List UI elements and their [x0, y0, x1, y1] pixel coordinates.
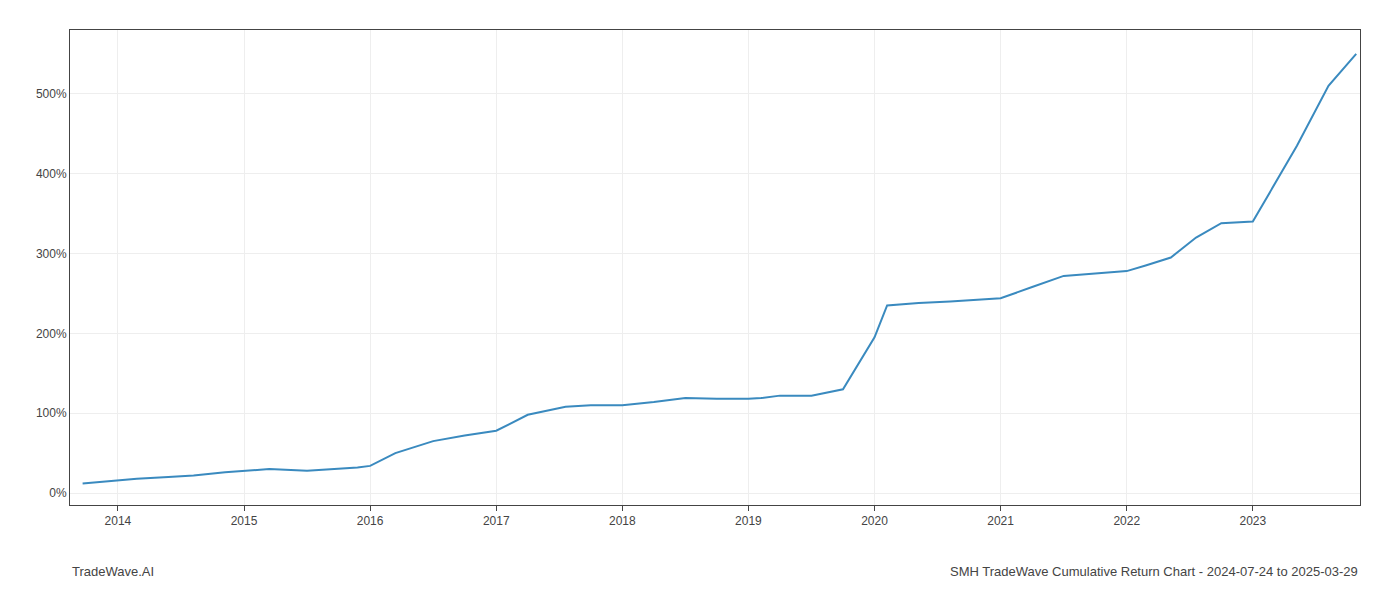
svg-text:2017: 2017 — [483, 514, 510, 528]
svg-text:2018: 2018 — [609, 514, 636, 528]
svg-text:500%: 500% — [36, 87, 67, 101]
svg-text:2023: 2023 — [1239, 514, 1266, 528]
svg-text:2016: 2016 — [357, 514, 384, 528]
svg-text:TradeWave.AI: TradeWave.AI — [72, 564, 154, 579]
svg-text:2014: 2014 — [105, 514, 132, 528]
svg-text:2015: 2015 — [231, 514, 258, 528]
svg-text:300%: 300% — [36, 247, 67, 261]
svg-text:400%: 400% — [36, 167, 67, 181]
svg-text:SMH TradeWave Cumulative Retur: SMH TradeWave Cumulative Return Chart - … — [950, 564, 1358, 579]
svg-text:2019: 2019 — [735, 514, 762, 528]
svg-text:2020: 2020 — [861, 514, 888, 528]
svg-text:100%: 100% — [36, 406, 67, 420]
svg-text:2021: 2021 — [987, 514, 1014, 528]
svg-text:200%: 200% — [36, 327, 67, 341]
svg-text:0%: 0% — [49, 486, 67, 500]
svg-text:2022: 2022 — [1113, 514, 1140, 528]
